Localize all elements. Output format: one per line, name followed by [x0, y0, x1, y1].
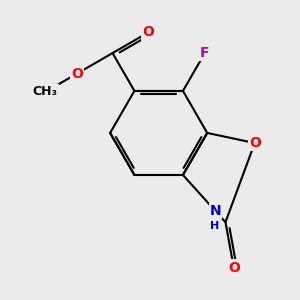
Text: O: O	[142, 26, 154, 39]
Text: O: O	[228, 261, 240, 274]
Text: N: N	[210, 204, 221, 218]
Text: O: O	[71, 67, 83, 81]
Text: H: H	[210, 221, 219, 231]
Text: O: O	[249, 136, 261, 150]
Text: CH₃: CH₃	[33, 85, 58, 98]
Text: F: F	[200, 46, 209, 60]
